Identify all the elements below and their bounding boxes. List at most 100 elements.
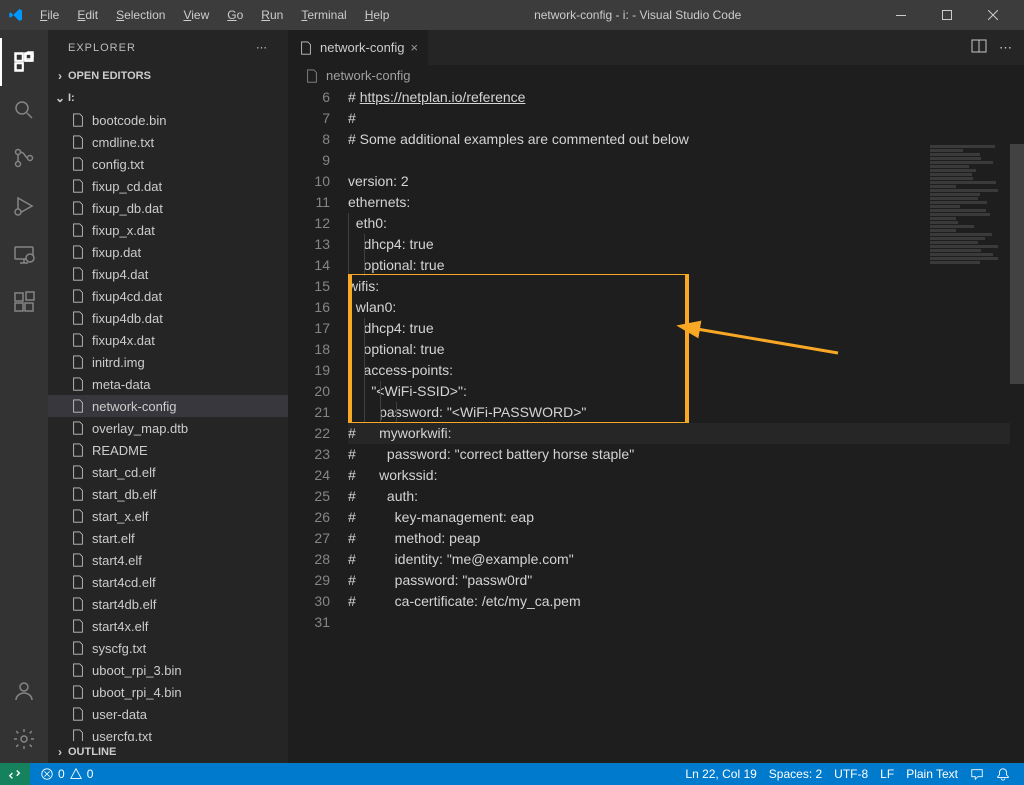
open-editors-section[interactable]: › OPEN EDITORS <box>48 65 288 87</box>
file-item[interactable]: fixup_cd.dat <box>48 175 288 197</box>
file-item[interactable]: fixup4cd.dat <box>48 285 288 307</box>
accounts-icon[interactable] <box>0 667 48 715</box>
file-icon <box>70 310 86 326</box>
file-item[interactable]: fixup4.dat <box>48 263 288 285</box>
file-icon <box>70 640 86 656</box>
file-item[interactable]: cmdline.txt <box>48 131 288 153</box>
file-name: cmdline.txt <box>92 135 154 150</box>
file-item[interactable]: bootcode.bin <box>48 109 288 131</box>
tab-close-icon[interactable]: × <box>411 40 419 55</box>
file-item[interactable]: start_x.elf <box>48 505 288 527</box>
menu-view[interactable]: View <box>175 4 217 26</box>
menu-selection[interactable]: Selection <box>108 4 173 26</box>
file-item[interactable]: syscfg.txt <box>48 637 288 659</box>
split-editor-icon[interactable] <box>971 38 987 57</box>
file-icon <box>70 178 86 194</box>
explorer-view-icon[interactable] <box>0 38 48 86</box>
file-item[interactable]: fixup_db.dat <box>48 197 288 219</box>
file-item[interactable]: config.txt <box>48 153 288 175</box>
file-name: fixup4.dat <box>92 267 148 282</box>
minimize-button[interactable] <box>878 0 924 30</box>
file-name: fixup.dat <box>92 245 141 260</box>
file-icon <box>70 508 86 524</box>
file-icon <box>70 464 86 480</box>
file-item[interactable]: fixup_x.dat <box>48 219 288 241</box>
file-item[interactable]: user-data <box>48 703 288 725</box>
file-name: fixup_cd.dat <box>92 179 162 194</box>
notifications-icon[interactable] <box>990 767 1016 781</box>
menu-run[interactable]: Run <box>253 4 291 26</box>
file-item[interactable]: start4cd.elf <box>48 571 288 593</box>
vertical-scrollbar[interactable] <box>1010 144 1024 763</box>
indentation-status[interactable]: Spaces: 2 <box>763 767 828 781</box>
sidebar-more-icon[interactable]: ⋯ <box>256 41 268 54</box>
editor-tab[interactable]: network-config × <box>288 30 429 65</box>
file-icon <box>70 420 86 436</box>
menu-go[interactable]: Go <box>219 4 251 26</box>
file-item[interactable]: start.elf <box>48 527 288 549</box>
feedback-icon[interactable] <box>964 767 990 781</box>
problems-indicator[interactable]: 0 0 <box>34 767 99 781</box>
file-item[interactable]: start_db.elf <box>48 483 288 505</box>
cursor-position[interactable]: Ln 22, Col 19 <box>679 767 762 781</box>
code-content[interactable]: # https://netplan.io/reference## Some ad… <box>348 87 1024 763</box>
code-editor[interactable]: 6789101112131415161718192021222324252627… <box>288 87 1024 763</box>
file-item[interactable]: start4x.elf <box>48 615 288 637</box>
file-item[interactable]: start4.elf <box>48 549 288 571</box>
file-item[interactable]: fixup.dat <box>48 241 288 263</box>
language-status[interactable]: Plain Text <box>900 767 964 781</box>
menu-help[interactable]: Help <box>357 4 398 26</box>
minimap[interactable] <box>930 144 1010 264</box>
file-item[interactable]: meta-data <box>48 373 288 395</box>
file-name: README <box>92 443 148 458</box>
file-item[interactable]: uboot_rpi_4.bin <box>48 681 288 703</box>
file-name: initrd.img <box>92 355 145 370</box>
breadcrumb[interactable]: network-config <box>288 65 1024 87</box>
file-item[interactable]: fixup4x.dat <box>48 329 288 351</box>
file-name: fixup4cd.dat <box>92 289 162 304</box>
menu-file[interactable]: File <box>32 4 67 26</box>
remote-indicator[interactable] <box>0 763 30 785</box>
encoding-status[interactable]: UTF-8 <box>828 767 874 781</box>
file-item[interactable]: README <box>48 439 288 461</box>
remote-explorer-view-icon[interactable] <box>0 230 48 278</box>
file-icon <box>304 68 320 84</box>
close-button[interactable] <box>970 0 1016 30</box>
file-item[interactable]: network-config <box>48 395 288 417</box>
settings-gear-icon[interactable] <box>0 715 48 763</box>
file-name: config.txt <box>92 157 144 172</box>
file-name: usercfg.txt <box>92 729 152 742</box>
file-name: fixup4db.dat <box>92 311 163 326</box>
menu-edit[interactable]: Edit <box>69 4 106 26</box>
folder-section[interactable]: ⌄ I: <box>48 87 288 109</box>
extensions-view-icon[interactable] <box>0 278 48 326</box>
menu-terminal[interactable]: Terminal <box>293 4 354 26</box>
vscode-logo-icon <box>8 7 24 23</box>
file-item[interactable]: overlay_map.dtb <box>48 417 288 439</box>
more-actions-icon[interactable]: ⋯ <box>999 40 1012 56</box>
eol-status[interactable]: LF <box>874 767 900 781</box>
source-control-view-icon[interactable] <box>0 134 48 182</box>
run-debug-view-icon[interactable] <box>0 182 48 230</box>
file-icon <box>70 662 86 678</box>
maximize-button[interactable] <box>924 0 970 30</box>
outline-section[interactable]: › OUTLINE <box>48 741 288 763</box>
file-icon <box>70 222 86 238</box>
status-bar: 0 0 Ln 22, Col 19 Spaces: 2 UTF-8 LF Pla… <box>0 763 1024 785</box>
file-icon <box>70 574 86 590</box>
file-name: start.elf <box>92 531 135 546</box>
search-view-icon[interactable] <box>0 86 48 134</box>
file-item[interactable]: start4db.elf <box>48 593 288 615</box>
file-item[interactable]: start_cd.elf <box>48 461 288 483</box>
file-item[interactable]: uboot_rpi_3.bin <box>48 659 288 681</box>
file-name: start4cd.elf <box>92 575 156 590</box>
file-icon <box>70 486 86 502</box>
file-item[interactable]: fixup4db.dat <box>48 307 288 329</box>
file-item[interactable]: initrd.img <box>48 351 288 373</box>
titlebar: FileEditSelectionViewGoRunTerminalHelp n… <box>0 0 1024 30</box>
window-controls <box>878 0 1016 30</box>
file-item[interactable]: usercfg.txt <box>48 725 288 741</box>
file-name: fixup_db.dat <box>92 201 163 216</box>
sidebar-title: EXPLORER ⋯ <box>48 30 288 65</box>
window-title: network-config - i: - Visual Studio Code <box>397 8 878 22</box>
